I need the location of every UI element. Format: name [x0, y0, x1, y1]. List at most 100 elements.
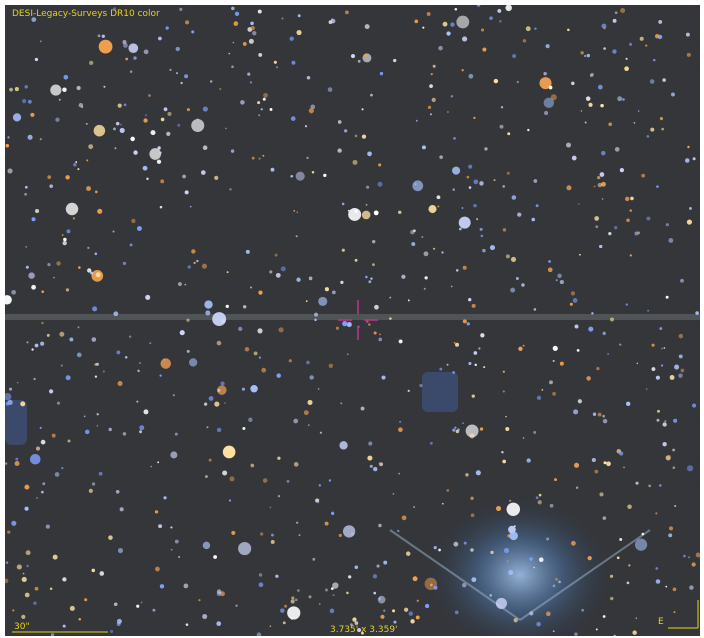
star	[184, 283, 187, 286]
star	[612, 49, 617, 54]
star	[9, 387, 13, 391]
star	[672, 466, 676, 470]
star	[196, 259, 199, 263]
star	[202, 614, 208, 620]
star	[50, 84, 62, 96]
star	[672, 448, 675, 452]
star	[15, 457, 19, 461]
star	[7, 530, 11, 534]
star	[346, 353, 349, 356]
star	[332, 290, 336, 295]
star	[659, 327, 663, 330]
fov-label: 3.735' x 3.359'	[330, 625, 398, 635]
star	[290, 599, 295, 604]
star	[368, 280, 372, 284]
star	[398, 210, 402, 215]
star	[26, 341, 29, 344]
star	[41, 290, 44, 293]
star	[462, 36, 468, 42]
star	[306, 360, 310, 365]
star	[84, 429, 90, 435]
star	[191, 30, 195, 34]
star	[619, 167, 625, 173]
star	[430, 583, 433, 587]
star	[361, 631, 364, 635]
star	[293, 418, 299, 424]
star	[521, 283, 525, 287]
star	[377, 181, 383, 187]
star	[159, 584, 165, 589]
star	[311, 171, 315, 174]
star	[296, 521, 299, 524]
star	[392, 609, 396, 613]
star	[103, 85, 106, 88]
star	[547, 267, 553, 273]
star	[612, 18, 617, 23]
star	[277, 456, 281, 460]
star	[214, 401, 220, 407]
star	[401, 274, 406, 279]
star	[290, 174, 293, 178]
star	[250, 25, 255, 31]
star	[668, 238, 674, 243]
star	[310, 104, 316, 110]
star	[198, 599, 201, 602]
star	[518, 346, 523, 352]
star	[669, 375, 675, 380]
star	[478, 347, 481, 350]
star	[230, 149, 235, 153]
star	[550, 94, 557, 101]
star	[170, 548, 173, 551]
star	[393, 620, 397, 624]
star	[315, 498, 320, 503]
star	[438, 45, 443, 51]
star	[216, 589, 222, 594]
star	[625, 57, 628, 60]
star	[588, 326, 594, 332]
star	[586, 376, 591, 381]
star	[99, 571, 105, 576]
star	[624, 196, 630, 202]
star	[595, 628, 598, 631]
star	[597, 176, 601, 180]
star	[535, 204, 539, 208]
star	[306, 156, 309, 160]
star	[7, 168, 13, 174]
star	[482, 248, 486, 253]
star	[258, 52, 263, 57]
star	[555, 577, 558, 581]
star	[159, 205, 163, 209]
star	[76, 85, 81, 91]
star	[5, 392, 12, 401]
star	[276, 66, 279, 69]
star	[575, 486, 579, 489]
star	[234, 11, 240, 17]
star	[603, 26, 606, 30]
star	[645, 388, 648, 390]
star	[158, 524, 163, 529]
star	[248, 417, 253, 422]
star	[692, 157, 696, 161]
star	[586, 53, 591, 58]
star	[371, 239, 376, 244]
star	[438, 548, 441, 552]
star	[408, 611, 414, 616]
star	[527, 128, 530, 132]
compass-label: E	[658, 617, 664, 627]
star	[231, 530, 236, 535]
star	[24, 185, 28, 189]
star	[479, 427, 484, 431]
star	[600, 103, 604, 108]
star	[413, 506, 415, 508]
star	[117, 103, 122, 108]
star	[133, 150, 138, 155]
star	[377, 595, 386, 604]
star	[62, 624, 66, 628]
star	[66, 229, 71, 234]
star	[31, 284, 36, 290]
star	[318, 603, 321, 606]
star	[552, 584, 556, 588]
star	[429, 84, 433, 88]
star	[257, 328, 263, 334]
